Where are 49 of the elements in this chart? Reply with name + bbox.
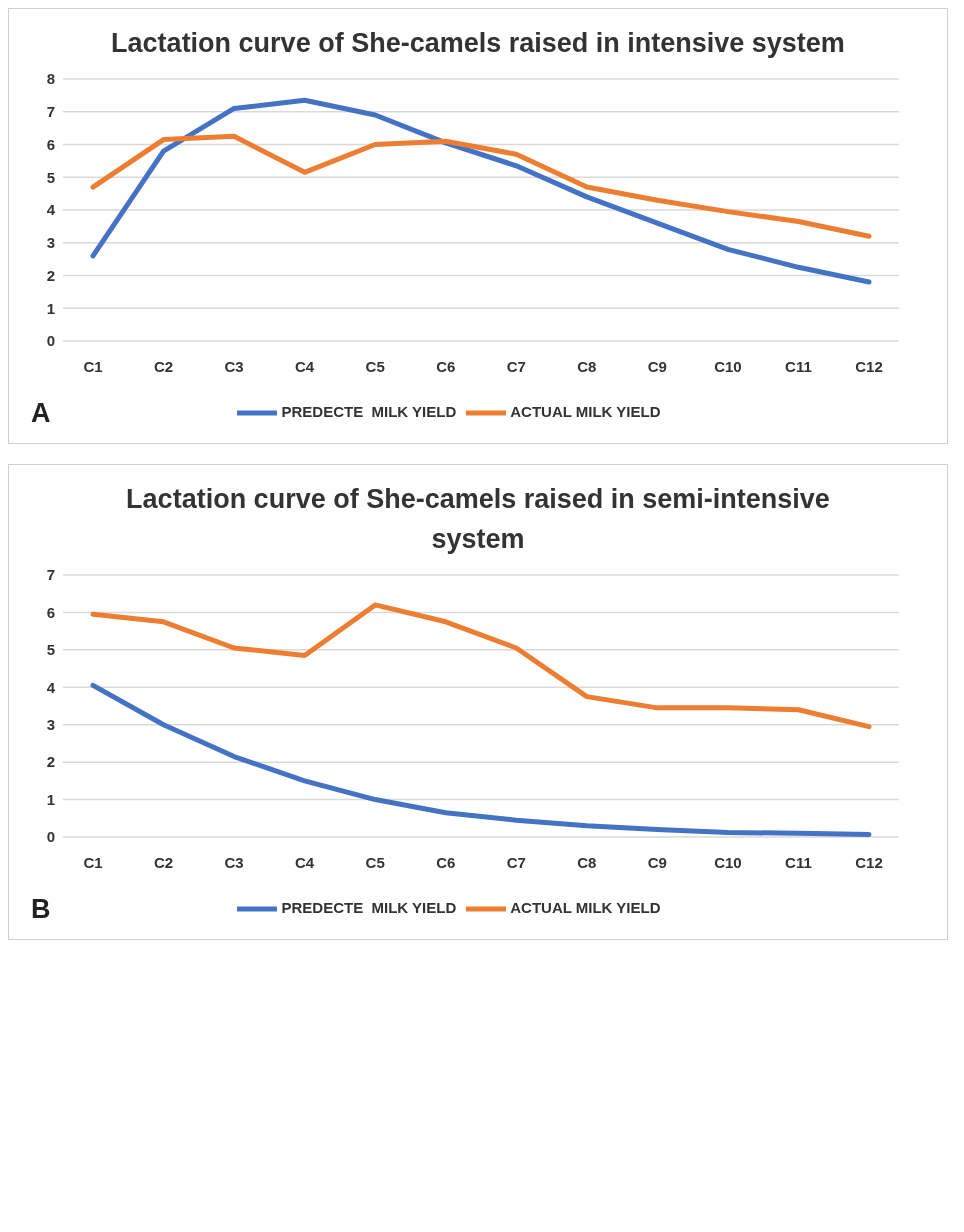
x-tick-label: C12 [855, 853, 883, 871]
x-tick-label: C6 [436, 357, 456, 375]
x-tick-label: C1 [83, 853, 103, 871]
y-tick-label: 1 [46, 790, 55, 808]
x-tick-label: C7 [506, 853, 526, 871]
x-tick-label: C9 [647, 853, 667, 871]
x-tick-label: C12 [855, 357, 883, 375]
y-tick-label: 0 [46, 828, 55, 846]
y-tick-label: 8 [46, 70, 55, 88]
y-tick-label: 5 [46, 168, 55, 186]
y-tick-label: 4 [46, 678, 56, 696]
x-tick-label: C3 [224, 357, 244, 375]
legend-label: ACTUAL MILK YIELD [510, 898, 661, 916]
legend-label: PREDECTE MILK YIELD [281, 402, 457, 420]
x-tick-label: C8 [577, 853, 597, 871]
y-tick-label: 2 [46, 753, 55, 771]
legend-label: PREDECTE MILK YIELD [281, 898, 457, 916]
x-tick-label: C7 [506, 357, 526, 375]
y-tick-label: 6 [46, 603, 55, 621]
x-tick-label: C2 [153, 357, 174, 375]
y-tick-label: 3 [46, 234, 55, 252]
x-tick-label: C4 [295, 853, 315, 871]
x-tick-label: C1 [83, 357, 103, 375]
y-tick-label: 0 [46, 332, 55, 350]
y-tick-label: 4 [46, 201, 56, 219]
y-tick-label: 6 [46, 135, 55, 153]
y-tick-label: 3 [46, 716, 55, 734]
x-tick-label: C5 [365, 357, 385, 375]
y-tick-label: 7 [46, 103, 55, 121]
x-tick-label: C6 [436, 853, 456, 871]
y-tick-label: 1 [46, 299, 55, 317]
x-tick-label: C5 [365, 853, 385, 871]
x-tick-label: C9 [647, 357, 667, 375]
x-tick-label: C4 [295, 357, 315, 375]
x-tick-label: C3 [224, 853, 244, 871]
legend-label: ACTUAL MILK YIELD [510, 402, 661, 420]
x-tick-label: C10 [714, 357, 742, 375]
y-tick-label: 2 [46, 266, 55, 284]
y-tick-label: 7 [46, 566, 55, 584]
x-tick-label: C8 [577, 357, 597, 375]
y-tick-label: 5 [46, 641, 55, 659]
x-tick-label: C10 [714, 853, 742, 871]
x-tick-label: C2 [153, 853, 174, 871]
chart-title: Lactation curve of She-camels raised in semi-intensive system [125, 483, 831, 556]
text: B [31, 894, 51, 925]
x-tick-label: C11 [785, 853, 812, 871]
x-tick-label: C11 [785, 357, 812, 375]
chart-title: Lactation curve of She-camels raised in intensive system [110, 27, 846, 60]
text: A [31, 398, 51, 429]
